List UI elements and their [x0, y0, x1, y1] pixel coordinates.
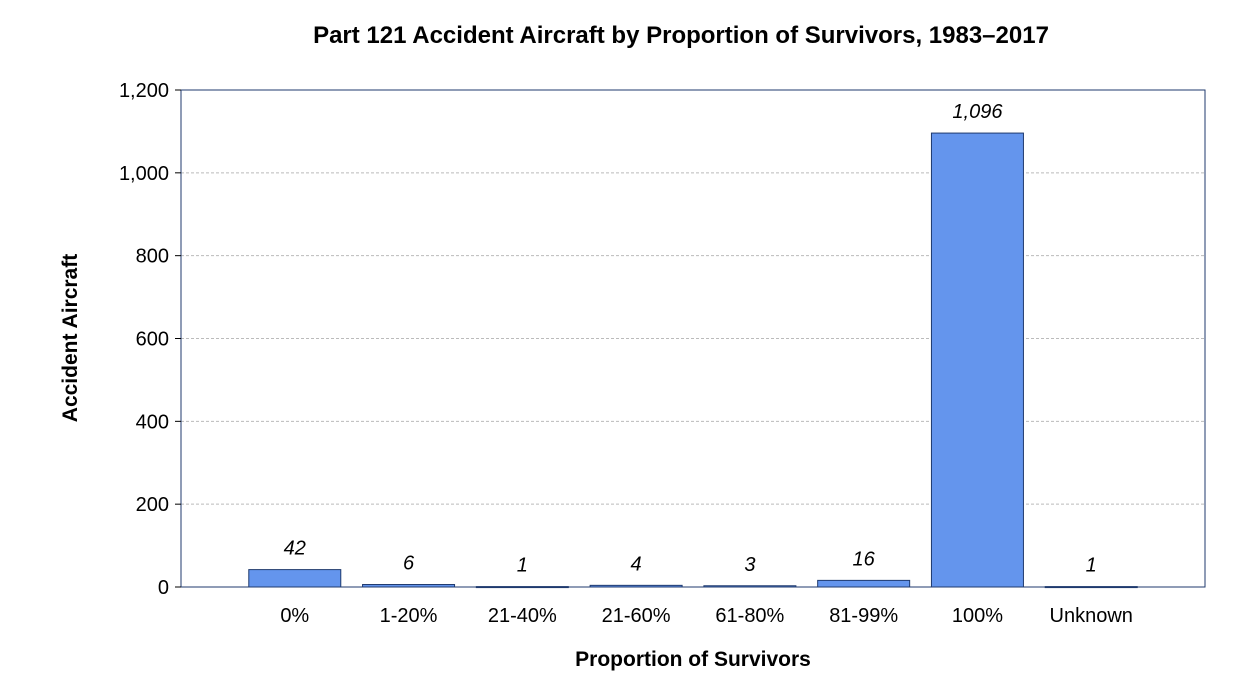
x-tick-label: 1-20%: [380, 605, 438, 627]
data-label: 16: [853, 548, 876, 570]
data-label: 42: [284, 538, 306, 560]
data-label: 1: [517, 555, 528, 577]
x-tick-label: 61-80%: [715, 605, 784, 627]
y-tick-label: 800: [136, 246, 169, 268]
data-label: 1,096: [952, 101, 1003, 123]
y-tick-label: 400: [136, 411, 169, 433]
y-tick-label: 200: [136, 494, 169, 516]
data-label: 3: [744, 554, 755, 576]
data-label: 6: [403, 553, 415, 575]
x-tick-label: 100%: [952, 605, 1003, 627]
chart-title: Part 121 Accident Aircraft by Proportion…: [313, 22, 1049, 49]
x-tick-label: 0%: [280, 605, 309, 627]
bar-0%: [248, 569, 342, 588]
data-label: 4: [631, 553, 642, 575]
bar-100%: [930, 132, 1024, 588]
x-tick-label: Unknown: [1050, 605, 1133, 627]
x-axis-title: Proportion of Survivors: [575, 648, 811, 671]
y-tick-label: 0: [158, 577, 169, 599]
bar-81-99%: [817, 579, 911, 588]
x-tick-label: 81-99%: [829, 605, 898, 627]
data-label: 1: [1086, 555, 1097, 577]
x-tick-label: 21-60%: [602, 605, 671, 627]
y-axis-title: Accident Aircraft: [59, 254, 82, 422]
y-tick-label: 600: [136, 329, 169, 351]
x-tick-label: 21-40%: [488, 605, 557, 627]
y-tick-label: 1,200: [119, 80, 169, 102]
y-tick-label: 1,000: [119, 163, 169, 185]
